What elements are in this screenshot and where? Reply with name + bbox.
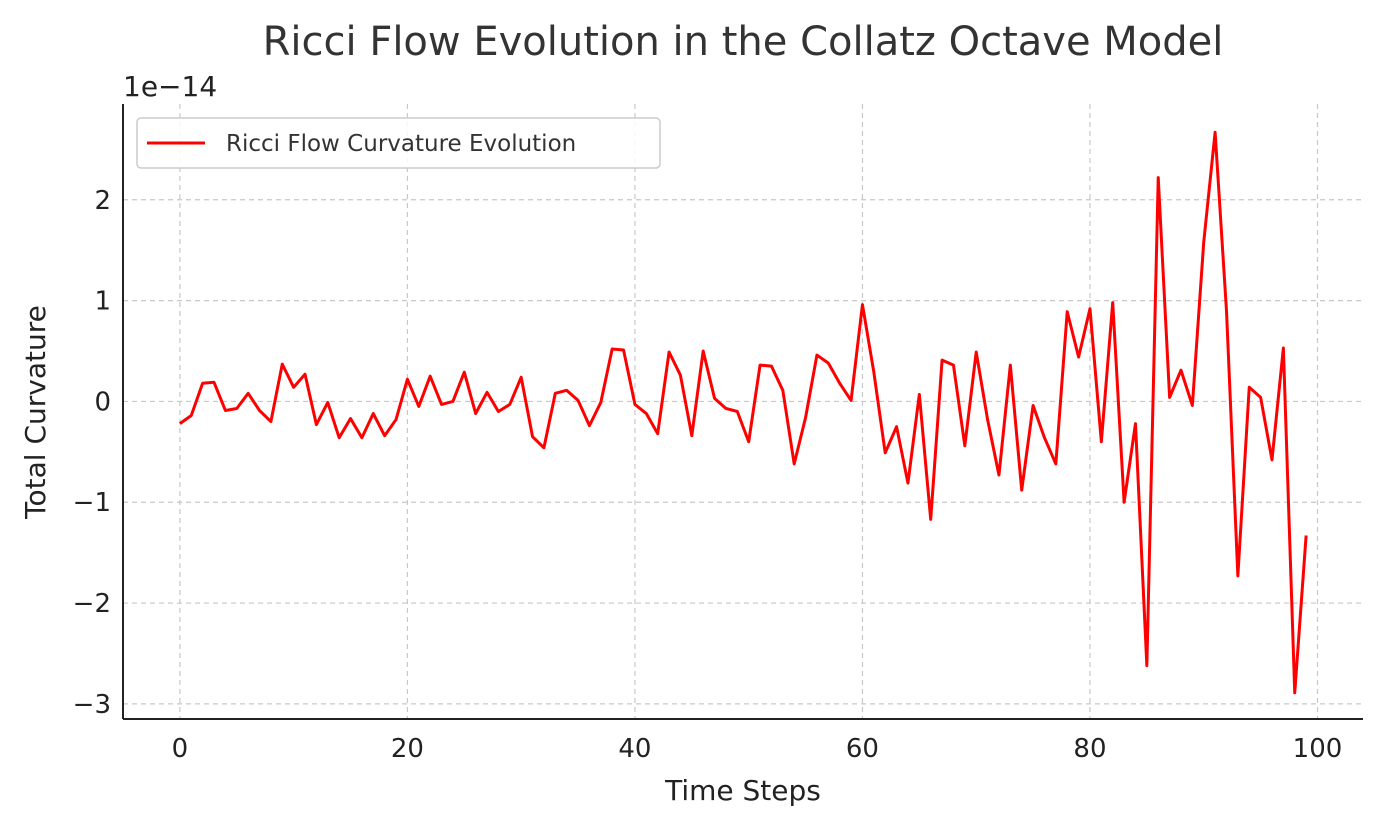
y-tick-label: 0 [94, 387, 111, 417]
axes [122, 104, 1363, 720]
y-tick-label: −2 [73, 589, 111, 619]
ticks: 0 20 40 60 80 100 −3 −2 −1 0 1 2 [73, 186, 1343, 764]
series-line [179, 130, 1308, 695]
series-layer [179, 130, 1308, 695]
y-tick-label: 2 [94, 186, 111, 216]
legend-entry: Ricci Flow Curvature Evolution [226, 131, 576, 157]
x-tick-label: 0 [172, 734, 189, 764]
x-tick-label: 100 [1293, 734, 1343, 764]
grid [123, 104, 1363, 719]
x-tick-label: 60 [846, 734, 879, 764]
x-tick-label: 20 [391, 734, 424, 764]
x-tick-label: 80 [1073, 734, 1106, 764]
y-axis-label: Total Curvature [19, 305, 52, 520]
legend: Ricci Flow Curvature Evolution [136, 117, 661, 169]
x-tick-label: 40 [618, 734, 651, 764]
legend-box [136, 117, 661, 169]
y-tick-label: −1 [73, 488, 111, 518]
x-axis-label: Time Steps [664, 774, 821, 807]
y-tick-label: −3 [73, 690, 111, 720]
y-offset-label: 1e−14 [123, 70, 217, 103]
y-tick-label: 1 [94, 287, 111, 317]
chart-title: Ricci Flow Evolution in the Collatz Octa… [263, 19, 1224, 65]
